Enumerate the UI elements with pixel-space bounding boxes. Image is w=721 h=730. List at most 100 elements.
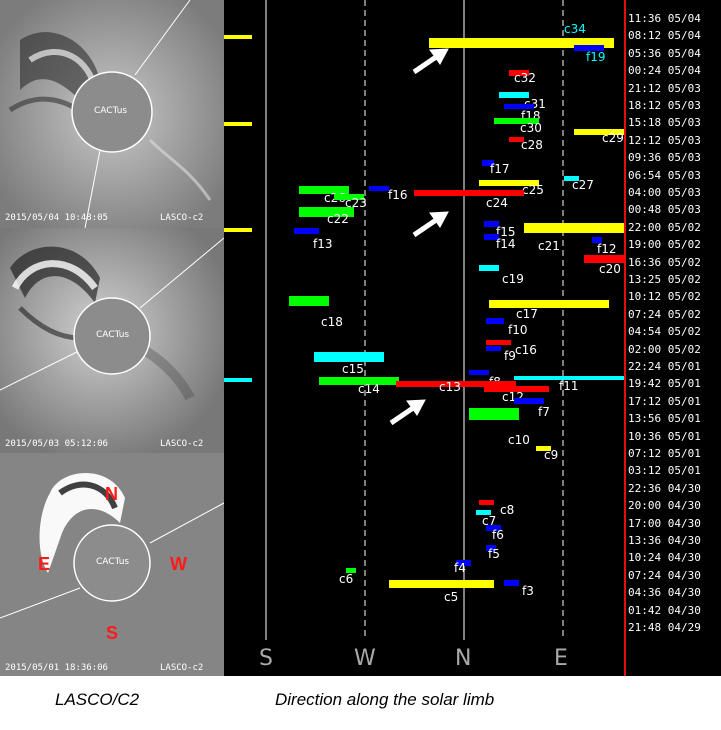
- event-label-c19: c19: [502, 272, 524, 286]
- event-blob-f15: [484, 221, 499, 227]
- lasco-panel-2: CACTus 2015/05/03 05:12:06 LASCO-c2: [0, 228, 224, 453]
- time-label: 04:54 05/02: [628, 325, 701, 339]
- coronagraph-image-2: [0, 228, 224, 453]
- event-label-c7: c7: [482, 514, 496, 528]
- panel-timestamp: 2015/05/03 05:12:06: [5, 439, 108, 449]
- event-blob-c23: [334, 194, 364, 200]
- event-label-c23: c23: [345, 196, 367, 210]
- time-label: 12:12 05/03: [628, 133, 701, 147]
- limb-direction-plot: c34f19c32c31f18c30c29c28f17c27c25c26c23f…: [224, 0, 624, 676]
- coronagraph-image-1: [0, 0, 224, 228]
- event-blob-f11: [514, 376, 624, 380]
- event-blob-f18: [504, 104, 534, 109]
- edge-event-mark: [224, 228, 252, 232]
- time-label: 00:48 05/03: [628, 203, 701, 217]
- panel-instrument: LASCO-c2: [160, 439, 204, 449]
- event-blob-c34: [429, 38, 614, 48]
- time-label: 13:56 05/01: [628, 412, 701, 426]
- event-label-c30: c30: [520, 121, 542, 135]
- time-label: 11:36 05/04: [628, 12, 701, 25]
- arrow-icon: [412, 211, 449, 238]
- event-blob-c26: [299, 186, 349, 194]
- time-label: 03:12 05/01: [628, 464, 701, 478]
- event-label-c10: c10: [508, 433, 530, 447]
- event-blob-c28: [509, 137, 524, 142]
- event-blob-c29: [574, 129, 624, 135]
- event-label-f12: f12: [597, 242, 617, 256]
- event-blob-c22: [299, 207, 354, 217]
- event-label-f11: f11: [559, 379, 579, 393]
- event-label-c21: c21: [538, 239, 560, 253]
- time-label: 08:12 05/04: [628, 29, 701, 43]
- event-label-c9: c9: [544, 448, 558, 462]
- cactus-label: CACTus: [96, 330, 130, 340]
- event-label-f17: f17: [490, 162, 510, 176]
- time-label: 17:12 05/01: [628, 394, 701, 408]
- event-blob-c17: [489, 300, 609, 308]
- event-blob-c13: [396, 381, 516, 387]
- time-label: 09:36 05/03: [628, 151, 701, 165]
- panel-timestamp: 2015/05/01 18:36:06: [5, 663, 108, 673]
- event-blob-c20: [584, 255, 624, 263]
- time-label: 10:24 04/30: [628, 551, 701, 565]
- event-label-c16: c16: [515, 343, 537, 357]
- time-label: 22:36 04/30: [628, 481, 701, 495]
- panel-timestamp: 2015/05/04 10:48:05: [5, 213, 108, 223]
- event-label-f7: f7: [538, 405, 550, 419]
- arrow-icon: [389, 399, 426, 426]
- edge-event-mark: [224, 35, 252, 39]
- event-blob-f19: [574, 45, 604, 51]
- event-blob-f5: [486, 545, 496, 551]
- event-label-f16: f16: [388, 188, 408, 202]
- event-blob-c7: [476, 510, 491, 515]
- event-blob-c32: [509, 70, 529, 76]
- edge-event-mark: [224, 122, 252, 126]
- time-label: 17:00 04/30: [628, 516, 701, 530]
- event-label-f3: f3: [522, 584, 534, 598]
- time-label: 02:00 05/02: [628, 342, 701, 356]
- event-blob-c31: [499, 92, 529, 98]
- panel-instrument: LASCO-c2: [160, 663, 204, 673]
- event-blob-c16: [486, 340, 511, 345]
- cactus-label: CACTus: [94, 106, 128, 116]
- event-blob-c9: [536, 446, 551, 451]
- event-blob-c21: [524, 223, 624, 233]
- time-label: 19:42 05/01: [628, 377, 701, 391]
- event-label-c18: c18: [321, 315, 343, 329]
- event-blob-c27: [564, 176, 579, 181]
- edge-event-mark: [224, 378, 252, 382]
- time-label: 00:24 05/04: [628, 64, 701, 78]
- time-label: 16:36 05/02: [628, 255, 701, 269]
- axis-label-s: S: [259, 646, 273, 671]
- event-blob-f8: [469, 370, 489, 375]
- event-blob-c24: [414, 190, 524, 196]
- event-map: c34f19c32c31f18c30c29c28f17c27c25c26c23f…: [224, 0, 624, 671]
- time-label: 05:36 05/04: [628, 46, 701, 60]
- event-blob-f3: [504, 580, 519, 586]
- direction-north: N: [105, 484, 118, 504]
- time-label: 04:36 04/30: [628, 586, 701, 600]
- event-label-c25: c25: [522, 183, 544, 197]
- event-blob-f7: [514, 398, 544, 404]
- event-label-c28: c28: [521, 138, 543, 152]
- event-label-f4: f4: [454, 561, 466, 575]
- time-label: 13:36 04/30: [628, 534, 701, 547]
- direction-east: E: [38, 554, 51, 574]
- event-blob-f10: [486, 318, 504, 324]
- arrow-icon: [412, 48, 449, 75]
- time-label: 07:24 04/30: [628, 568, 701, 582]
- axis-label-e: E: [554, 646, 568, 671]
- direction-west: W: [170, 554, 187, 574]
- time-label: 06:54 05/03: [628, 168, 701, 182]
- time-label: 22:00 05/02: [628, 220, 701, 234]
- time-label: 19:00 05/02: [628, 238, 701, 252]
- time-label: 01:42 04/30: [628, 603, 701, 617]
- event-label-c29: c29: [602, 131, 624, 145]
- event-blob-f17: [482, 160, 494, 166]
- event-blob-f16: [369, 186, 389, 191]
- event-blob-f14: [484, 234, 499, 240]
- event-blob-c25: [479, 180, 539, 186]
- time-label: 07:12 05/01: [628, 447, 701, 460]
- axis-label-w: W: [354, 646, 376, 671]
- axis-label-n: N: [455, 646, 471, 671]
